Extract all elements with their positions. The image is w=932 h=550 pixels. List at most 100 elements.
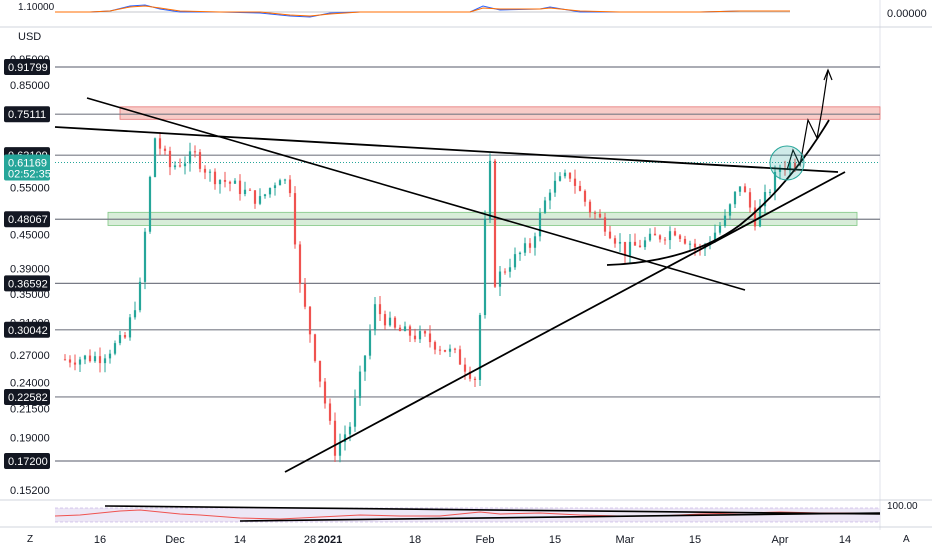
current-price-value: 0.61169 <box>8 158 47 170</box>
auto-scale-button[interactable]: A <box>903 534 910 545</box>
highlight-circle[interactable] <box>769 145 805 181</box>
y-tick-label: 0.85000 <box>10 80 50 92</box>
candle-body <box>668 231 672 241</box>
y-tick-label: 0.55000 <box>10 183 50 195</box>
candle-body <box>268 188 272 195</box>
y-tick-label: 0.21500 <box>10 404 50 416</box>
candle-body <box>503 271 507 273</box>
candle-body <box>743 186 747 193</box>
candle-body <box>553 180 557 193</box>
candle-body <box>758 206 762 227</box>
projection-arrow-path[interactable] <box>786 69 829 171</box>
rsi-pane <box>54 505 881 523</box>
currency-label: USD <box>18 31 41 43</box>
candle-body <box>318 360 322 382</box>
x-tick-label: 18 <box>409 534 421 546</box>
candle-body <box>528 243 532 248</box>
candle-body <box>658 235 662 240</box>
candle-body <box>738 186 742 192</box>
macd-value-label: 0.00000 <box>887 8 927 20</box>
candle-body <box>608 231 612 239</box>
candle-body <box>468 371 472 379</box>
candle-body <box>663 239 667 241</box>
candle-body <box>333 420 337 456</box>
candle-body <box>88 355 92 362</box>
price-tag-left-6 <box>4 388 50 405</box>
candle-body <box>358 371 362 398</box>
candle-body <box>498 271 502 287</box>
candle-body <box>93 356 97 362</box>
y-tick-label: 0.19000 <box>10 433 50 445</box>
candle-body <box>233 180 237 184</box>
price-tag-left-1 <box>4 106 50 123</box>
candle-body <box>628 241 632 256</box>
candle-body <box>763 192 767 207</box>
candle-body <box>588 201 592 213</box>
x-tick-label: 28 <box>304 534 316 546</box>
timezone-button[interactable]: Z <box>27 534 33 545</box>
x-tick-label: 16 <box>94 534 106 546</box>
candle-body <box>148 176 152 232</box>
candle-body <box>463 364 467 372</box>
y-tick-label: 0.45000 <box>10 230 50 242</box>
candle-body <box>193 151 197 153</box>
candle-body <box>343 434 347 443</box>
candle-body <box>368 330 372 356</box>
candle-body <box>418 331 422 340</box>
candle-body <box>793 162 797 169</box>
candle-body <box>323 381 327 404</box>
candle-body <box>373 304 377 331</box>
price-tag-left-7 <box>4 453 50 469</box>
candle-body <box>143 231 147 282</box>
diagonal-downtrend-line[interactable] <box>86 97 746 291</box>
candle-body <box>153 138 157 177</box>
candle-body <box>518 252 522 255</box>
candle-body <box>638 245 642 248</box>
macd-signal-line <box>55 5 790 17</box>
candle-body <box>108 353 112 359</box>
candle-body <box>363 355 367 372</box>
candle-body <box>353 397 357 427</box>
candle-body <box>623 241 627 256</box>
candle-body <box>683 238 687 244</box>
candle-body <box>693 243 697 248</box>
candle-body <box>488 160 492 220</box>
candle-body <box>493 160 497 287</box>
candle-body <box>243 189 247 195</box>
price-tag-label-6: 0.22582 <box>8 392 48 404</box>
candle-body <box>223 179 227 182</box>
x-tick-label: 15 <box>689 534 701 546</box>
candle-body <box>398 327 402 332</box>
candle-body <box>788 162 792 171</box>
price-tag-label-1: 0.75111 <box>8 109 46 121</box>
rsi-line <box>54 509 880 520</box>
ascending-support-trendline[interactable] <box>284 171 846 473</box>
parabolic-curve[interactable] <box>606 119 830 266</box>
candle-body <box>428 333 432 343</box>
candle-body <box>558 176 562 181</box>
candle-body <box>598 213 602 218</box>
x-tick-label: Feb <box>476 534 495 546</box>
candle-body <box>423 331 427 334</box>
candle-body <box>733 191 737 205</box>
candle-body <box>253 190 257 204</box>
candle-body <box>158 138 162 149</box>
candle-body <box>133 310 137 318</box>
candle-body <box>748 192 752 208</box>
descending-resistance-trendline[interactable] <box>54 126 839 173</box>
price-tag-left-4 <box>4 275 50 292</box>
candle-body <box>68 359 72 363</box>
candle-body <box>213 171 217 185</box>
current-price-tag <box>4 154 50 181</box>
candle-body <box>348 426 352 435</box>
candle-body <box>263 194 267 197</box>
x-tick-label: Mar <box>616 534 635 546</box>
candle-body <box>513 254 517 268</box>
macd-pane <box>55 4 790 18</box>
candle-body <box>458 349 462 365</box>
candle-body <box>573 178 577 186</box>
candle-body <box>308 306 312 335</box>
candle-body <box>578 185 582 191</box>
candle-body <box>303 283 307 307</box>
